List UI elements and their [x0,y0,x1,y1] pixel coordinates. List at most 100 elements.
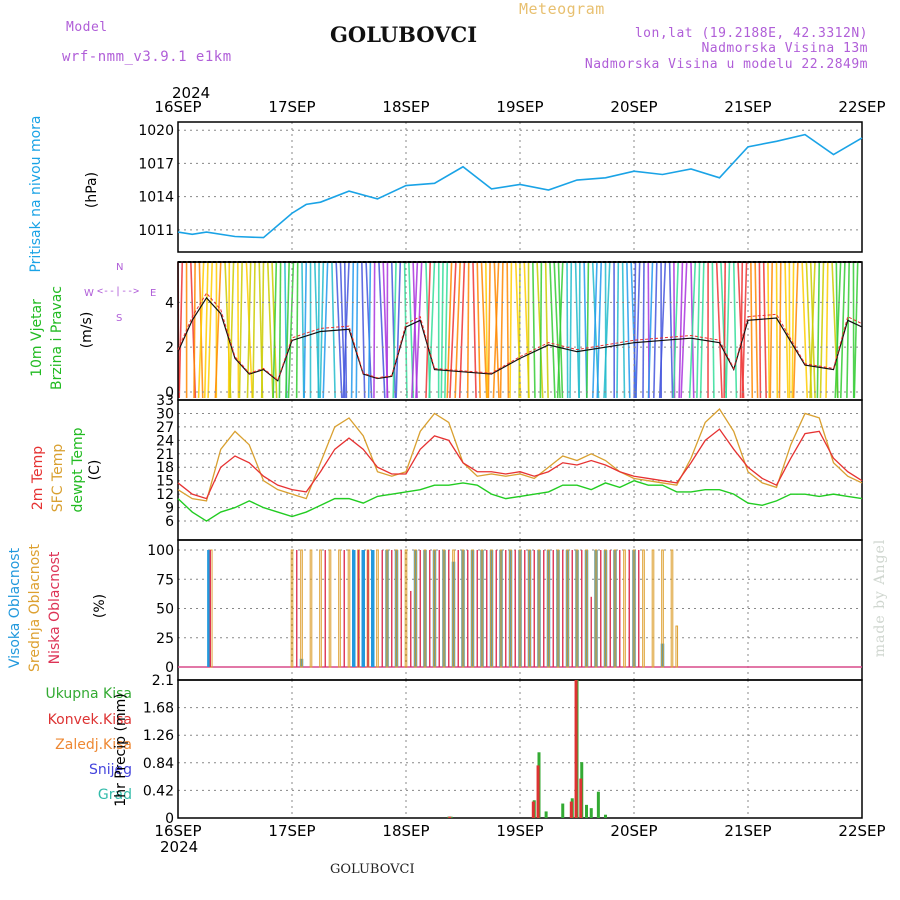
cloud-bar [385,549,389,668]
wind-barb-mark [373,261,376,399]
wind-barb-mark [834,261,842,399]
precip-bar [585,804,588,818]
cloud-bar [547,549,550,668]
wind-barb-mark [549,261,556,399]
date-tick-bottom: 18SEP [382,822,429,840]
cloud-bar [296,550,298,667]
cloud-bar [381,550,383,667]
date-tick-bottom: 20SEP [610,822,657,840]
wind-barb-mark [440,261,444,399]
panel-frame [177,121,863,253]
wind-barb-mark [361,261,366,399]
cloud-bar [319,549,322,668]
cloud-bar [575,549,579,668]
cloud-bar [514,550,516,667]
cloud-bar [600,550,602,667]
cloud-bar [338,549,341,668]
cloud-bar [565,550,570,667]
wind-barb-mark [237,261,240,399]
wind-barb-mark [509,261,513,399]
cloud-bar [495,550,497,667]
wind-barb-mark [260,261,265,399]
wind-barb-mark [778,261,782,399]
cloud-bar [585,549,588,668]
cloud-bar [527,550,532,667]
y-tick-label: 1.68 [143,701,174,717]
y-tick-label: 15 [156,474,174,490]
wind-barb-mark [272,261,278,399]
wind-barb-mark [853,261,859,399]
cloud-bar [324,550,326,667]
wind-barb-mark [319,261,325,399]
cloud-bar [524,550,526,667]
y-tick-label: 0.42 [143,783,174,799]
cloud-bar [623,549,626,668]
wind-barb-mark [303,261,308,399]
y-tick-label: 0 [165,660,174,676]
cloud-bar [343,550,345,667]
wind-barb-mark [653,261,658,399]
wind-barb-mark [446,261,453,399]
precip-bar [574,680,578,818]
cloud-bar [429,550,431,667]
cloud-bar [471,549,474,668]
wind-barb-mark [591,261,598,399]
cloud-bar [505,550,507,667]
cloud-bar [566,549,569,668]
meteogram-label: Meteogram [519,0,605,18]
cloud-bar [404,549,408,668]
cloud-bar [543,550,545,667]
wind-barb-mark [678,261,684,399]
wind-barb-mark [775,261,779,399]
cloud-bar [361,550,365,667]
wind-barb-mark [809,261,816,399]
precip-bar [596,791,600,818]
wind-barb-mark [825,261,829,399]
model-name: wrf-nmm_v3.9.1 e1km [62,49,232,65]
wind-barb-mark [732,261,738,399]
cloud-bar [300,549,303,668]
precip-bar [589,808,593,818]
cloud-bar [533,550,535,667]
cloud-bar [603,550,608,667]
dewpoint-line [177,479,863,522]
wind-barb-mark [556,261,564,399]
wind-barb-mark [415,261,423,399]
cloud-bar [423,549,427,668]
wind-barb-mark [350,261,355,399]
wind-barb-mark [792,261,799,399]
y-tick-label: 12 [156,487,174,503]
wind-barb-mark [411,261,419,399]
wind-barb-mark [635,261,641,399]
y-tick-label: 2 [165,340,174,356]
cloud-bar [352,550,356,667]
date-tick-top: 18SEP [382,98,429,116]
cloud-bar [400,550,402,667]
cloud-bar [433,549,436,668]
wind-barb-mark [835,261,839,399]
y-tick-label: 0.84 [143,756,174,772]
wind-barb-mark [476,261,481,399]
y-tick-label: 0 [165,385,174,401]
y-tick-label: 2.1 [152,673,174,689]
cloud-bar [628,550,630,667]
wind-barb-mark [378,261,386,399]
wind-barb-mark [458,261,466,399]
year-top: 2024 [172,84,211,102]
cloud-bar [581,550,583,667]
altitude-label: Nadmorska Visina 13m [701,41,868,56]
cloud-bar [357,550,360,667]
wind-barb-mark [425,261,432,399]
wind-barb-mark [578,261,581,399]
wind-barb-mark [791,261,795,399]
sfc-temp-line [177,407,863,502]
wind-barb-mark [238,261,243,399]
cloud-bar [442,550,446,667]
cloud-bar [395,549,398,668]
wind-barb-mark [711,261,715,399]
y-tick-label: 21 [156,447,174,463]
cloud-bar [309,549,313,668]
wind-barb-mark [596,261,603,399]
wind-barb-mark [322,261,329,399]
